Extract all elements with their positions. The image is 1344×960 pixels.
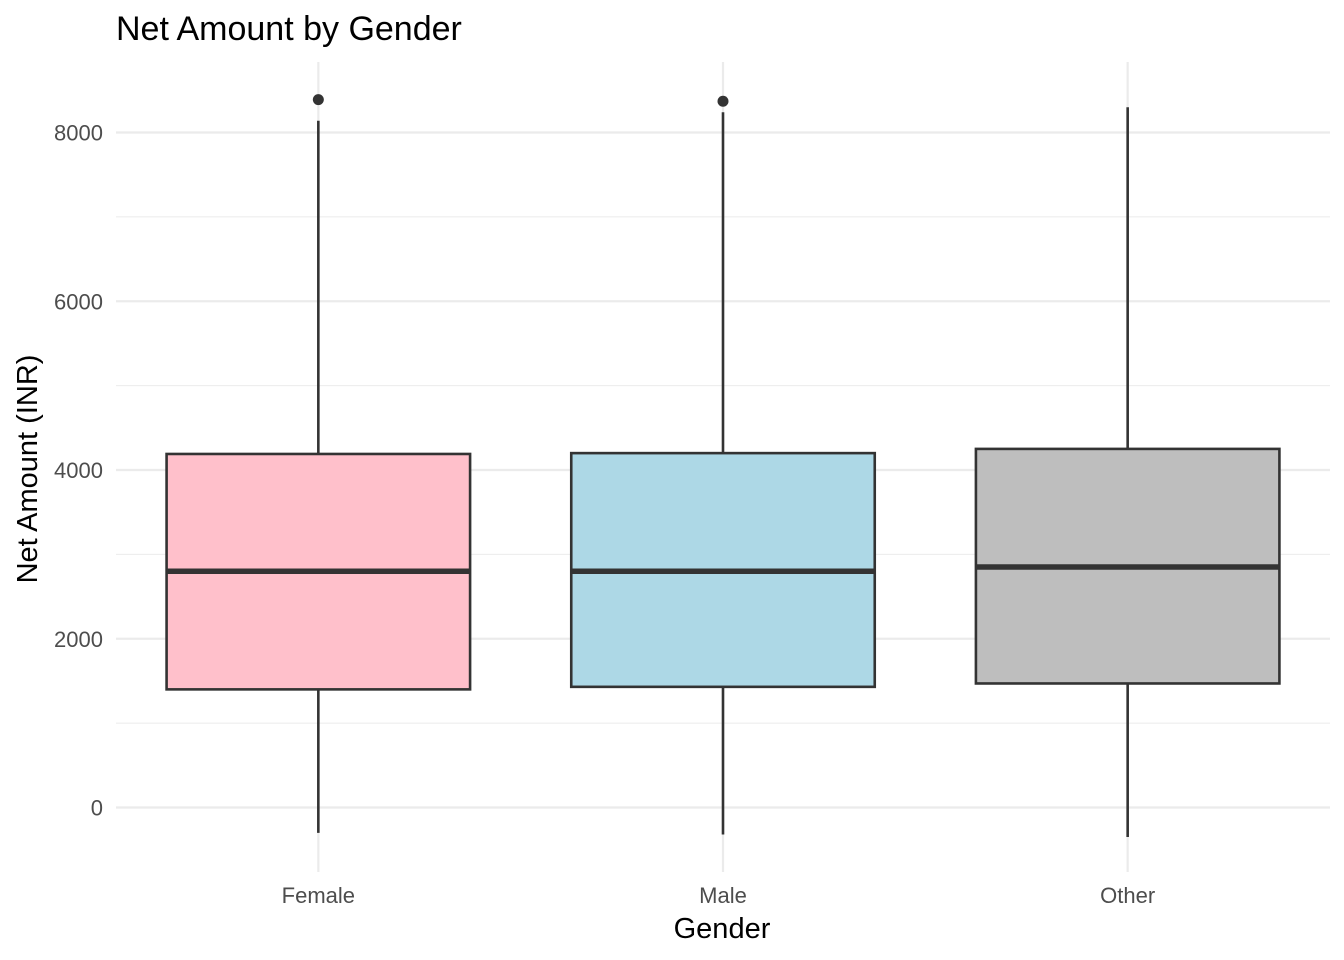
box-series: [165, 94, 1281, 838]
y-axis-ticks: 0 2000 4000 6000 8000: [54, 121, 103, 821]
outlier-point: [312, 94, 324, 106]
y-tick-label: 2000: [54, 627, 103, 652]
x-axis-title: Gender: [674, 913, 771, 945]
y-tick-label: 8000: [54, 121, 103, 146]
x-tick-label: Other: [1100, 883, 1155, 908]
y-axis-title: Net Amount (INR): [12, 355, 44, 584]
x-tick-label: Male: [699, 883, 747, 908]
x-axis-ticks: Female Male Other: [282, 883, 1156, 908]
x-tick-label: Female: [282, 883, 355, 908]
y-tick-label: 6000: [54, 289, 103, 314]
chart-title: Net Amount by Gender: [116, 10, 462, 48]
y-tick-label: 4000: [54, 458, 103, 483]
outlier-point: [717, 95, 729, 107]
y-tick-label: 0: [91, 796, 103, 821]
